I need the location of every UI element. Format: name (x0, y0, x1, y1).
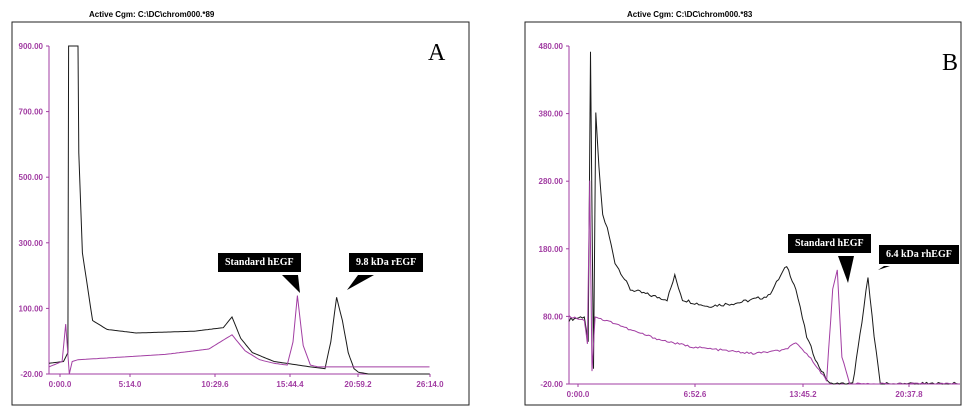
x-tick-label: 20:59.2 (344, 380, 372, 389)
series-line-1 (568, 51, 960, 385)
chart-header-a: Active Cgm: C:\DC\chrom000.*89 (89, 10, 215, 19)
chart-panel-b: Active Cgm: C:\DC\chrom000.*83 480.00 380… (490, 0, 963, 408)
y-tick-label: -20.00 (20, 370, 43, 379)
x-tick-label: 0:00.0 (567, 390, 590, 399)
x-tick-label: 0:00.0 (49, 380, 72, 389)
series-line-1 (48, 45, 430, 375)
y-tick-label: 300.00 (19, 239, 44, 248)
x-tick-label: 10:29.6 (201, 380, 229, 389)
chart-svg-a: 900.00 700.00 500.00 300.00 100.00 -20.00 0:00… (11, 21, 470, 406)
y-tick-label: 180.00 (539, 245, 564, 254)
x-tick-label: 20:37.8 (895, 390, 923, 399)
panel-label-b: B (942, 50, 959, 76)
y-tick-label: -20.00 (540, 380, 563, 389)
y-tick-label: 380.00 (539, 110, 564, 119)
series-line-2 (568, 180, 960, 385)
y-tick-label: 500.00 (19, 173, 44, 182)
annotation-standard-hegf-b: Standard hEGF (788, 234, 871, 253)
x-tick-label: 6:52.6 (684, 390, 707, 399)
y-tick-label: 280.00 (539, 177, 564, 186)
annotation-rEGF-a: 9.8 kDa rEGF (349, 253, 424, 272)
annotation-standard-hegf-a: Standard hEGF (218, 253, 301, 272)
annotation-rhEGF-b: 6.4 kDa rhEGF (879, 245, 959, 264)
y-tick-label: 700.00 (19, 108, 44, 117)
chart-panel-a: Active Cgm: C:\DC\chrom000.*89 900.00 700… (0, 0, 480, 408)
y-tick-label: 900.00 (19, 42, 44, 51)
x-tick-label: 15:44.4 (276, 380, 304, 389)
chart-header-b: Active Cgm: C:\DC\chrom000.*83 (627, 10, 753, 19)
panel-label-a: A (428, 40, 446, 66)
x-tick-label: 13:45.2 (789, 390, 817, 399)
y-tick-label: 80.00 (543, 312, 564, 321)
y-tick-label: 480.00 (539, 42, 564, 51)
x-tick-label: 5:14.0 (119, 380, 142, 389)
chart-svg-b: 480.00 380.00 280.00 180.00 80.00 -20.00 0:00.… (524, 21, 962, 406)
series-line-2 (48, 295, 430, 375)
x-tick-label: 26:14.0 (416, 380, 444, 389)
y-tick-label: 100.00 (19, 304, 44, 313)
